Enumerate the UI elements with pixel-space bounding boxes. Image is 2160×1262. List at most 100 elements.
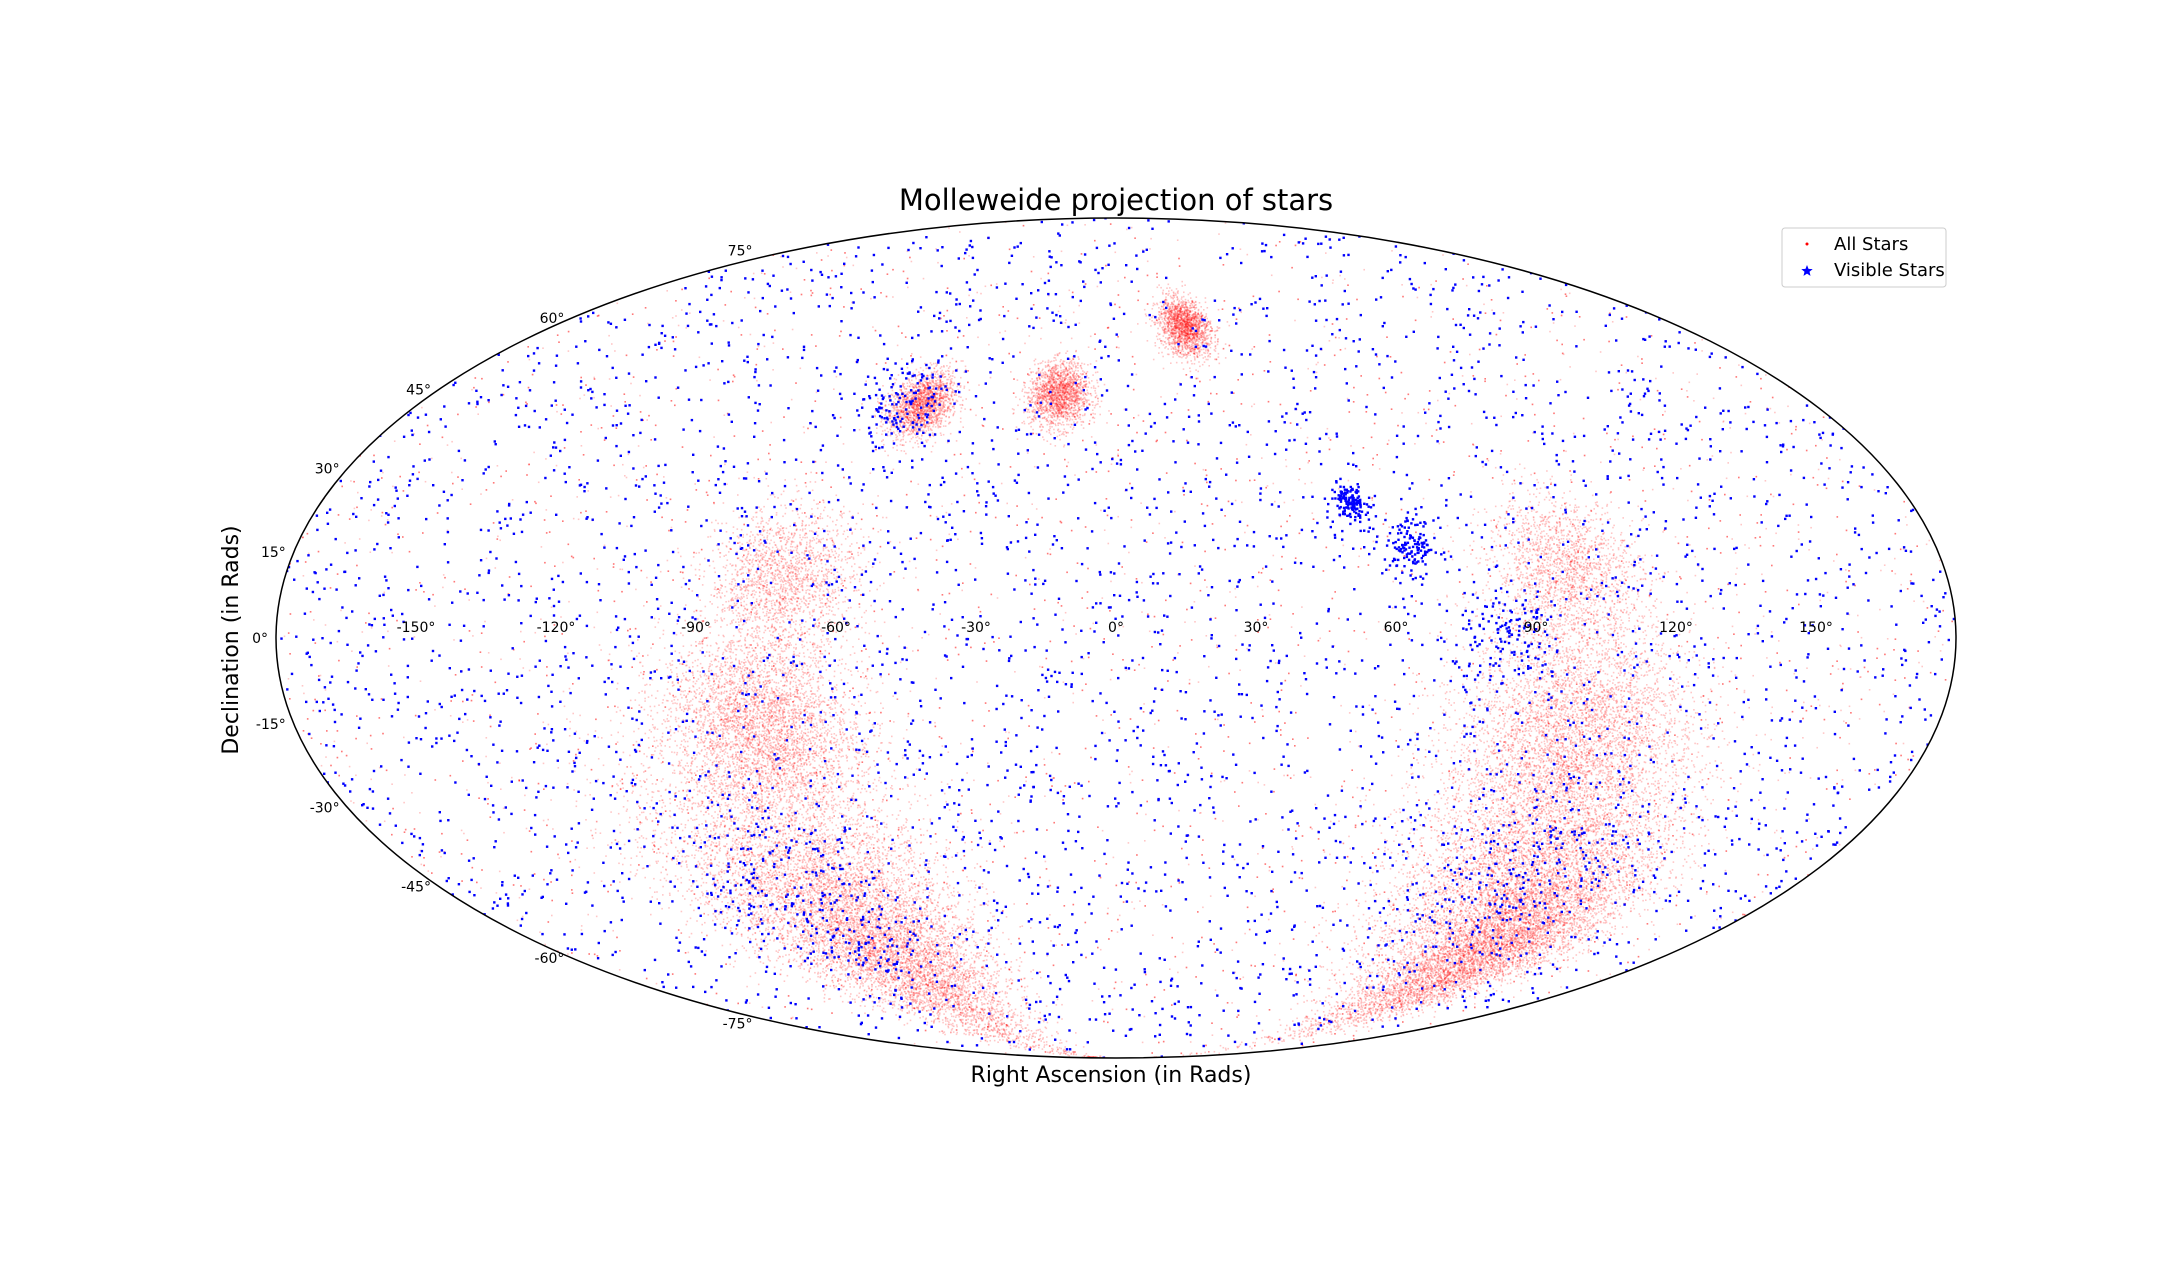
star-point (1131, 227, 1133, 229)
star-point (1100, 510, 1102, 512)
star-point (638, 445, 640, 447)
star-point (757, 564, 759, 566)
star-point (1771, 631, 1773, 633)
star-point (1422, 776, 1424, 778)
star-point (635, 589, 637, 591)
star-point (523, 667, 525, 669)
star-point (1257, 853, 1259, 855)
star-point (1828, 478, 1830, 480)
star-point (1509, 493, 1511, 495)
star-point (1339, 275, 1341, 277)
star-point (1676, 571, 1678, 573)
star-point (1307, 368, 1309, 370)
star-point (1294, 320, 1296, 322)
star-point (579, 398, 581, 400)
star-point (1392, 581, 1394, 583)
star-point (910, 691, 912, 693)
star-point (499, 871, 501, 873)
star-point (1291, 846, 1293, 848)
star-point (370, 509, 372, 511)
star-point (451, 441, 453, 443)
star-point (1521, 614, 1523, 616)
star-point (1317, 362, 1319, 364)
star-point (1570, 474, 1572, 476)
star-point (1433, 533, 1435, 535)
star-point (1388, 526, 1390, 528)
star-point (1861, 637, 1863, 639)
star-point (1741, 385, 1743, 387)
star-point (1003, 801, 1005, 803)
star-point (1031, 503, 1033, 505)
star-point (770, 422, 772, 424)
star-point (425, 481, 427, 483)
star-point (1417, 947, 1419, 949)
star-point (1363, 269, 1365, 271)
star-point (1736, 568, 1738, 570)
star-point (1235, 500, 1237, 502)
star-point (737, 494, 739, 496)
star-point (1136, 374, 1138, 376)
star-point (1918, 662, 1920, 664)
star-point (1365, 795, 1367, 797)
star-point (1600, 462, 1602, 464)
star-point (1251, 406, 1253, 408)
star-point (1034, 466, 1036, 468)
star-point (906, 647, 908, 649)
star-point (851, 703, 853, 705)
star-point (488, 652, 490, 654)
star-point (1423, 498, 1425, 500)
star-point (918, 483, 920, 485)
star-point (926, 1024, 928, 1026)
star-point (597, 568, 599, 570)
star-point (1239, 669, 1241, 671)
star-point (966, 772, 968, 774)
star-point (694, 855, 696, 857)
star-point (387, 631, 389, 633)
star-point (872, 1009, 874, 1011)
star-point (1798, 538, 1800, 540)
star-point (1559, 971, 1561, 973)
star-point (738, 874, 740, 876)
star-point (1732, 626, 1734, 628)
star-point (608, 335, 610, 337)
star-point (1069, 290, 1071, 292)
star-point (1765, 528, 1767, 530)
star-point (1117, 516, 1119, 518)
star-point (1694, 915, 1696, 917)
star-point (609, 378, 611, 380)
star-point (1614, 933, 1616, 935)
star-point (898, 636, 900, 638)
star-point (366, 820, 368, 822)
star-point (450, 715, 452, 717)
star-point (1246, 648, 1248, 650)
star-point (471, 389, 473, 391)
star-point (1637, 356, 1639, 358)
star-point (350, 800, 352, 802)
star-point (782, 266, 784, 268)
star-point (1267, 485, 1269, 487)
star-point (862, 547, 864, 549)
star-point (556, 465, 558, 467)
star-point (1833, 560, 1835, 562)
star-point (744, 927, 746, 929)
star-point (1617, 439, 1619, 441)
star-point (1329, 979, 1331, 981)
star-point (626, 477, 628, 479)
star-point (838, 559, 840, 561)
star-point (870, 298, 872, 300)
star-point (443, 574, 445, 576)
star-point (1254, 403, 1256, 405)
star-point (1268, 919, 1270, 921)
star-point (1164, 537, 1166, 539)
star-point (1549, 331, 1551, 333)
star-point (952, 358, 954, 360)
star-point (1696, 373, 1698, 375)
star-point (660, 571, 662, 573)
star-point (1261, 457, 1263, 459)
star-point (1765, 480, 1767, 482)
star-point (968, 255, 970, 257)
star-point (746, 542, 748, 544)
star-point (414, 636, 416, 638)
star-point (656, 983, 658, 985)
star-point (1246, 444, 1248, 446)
